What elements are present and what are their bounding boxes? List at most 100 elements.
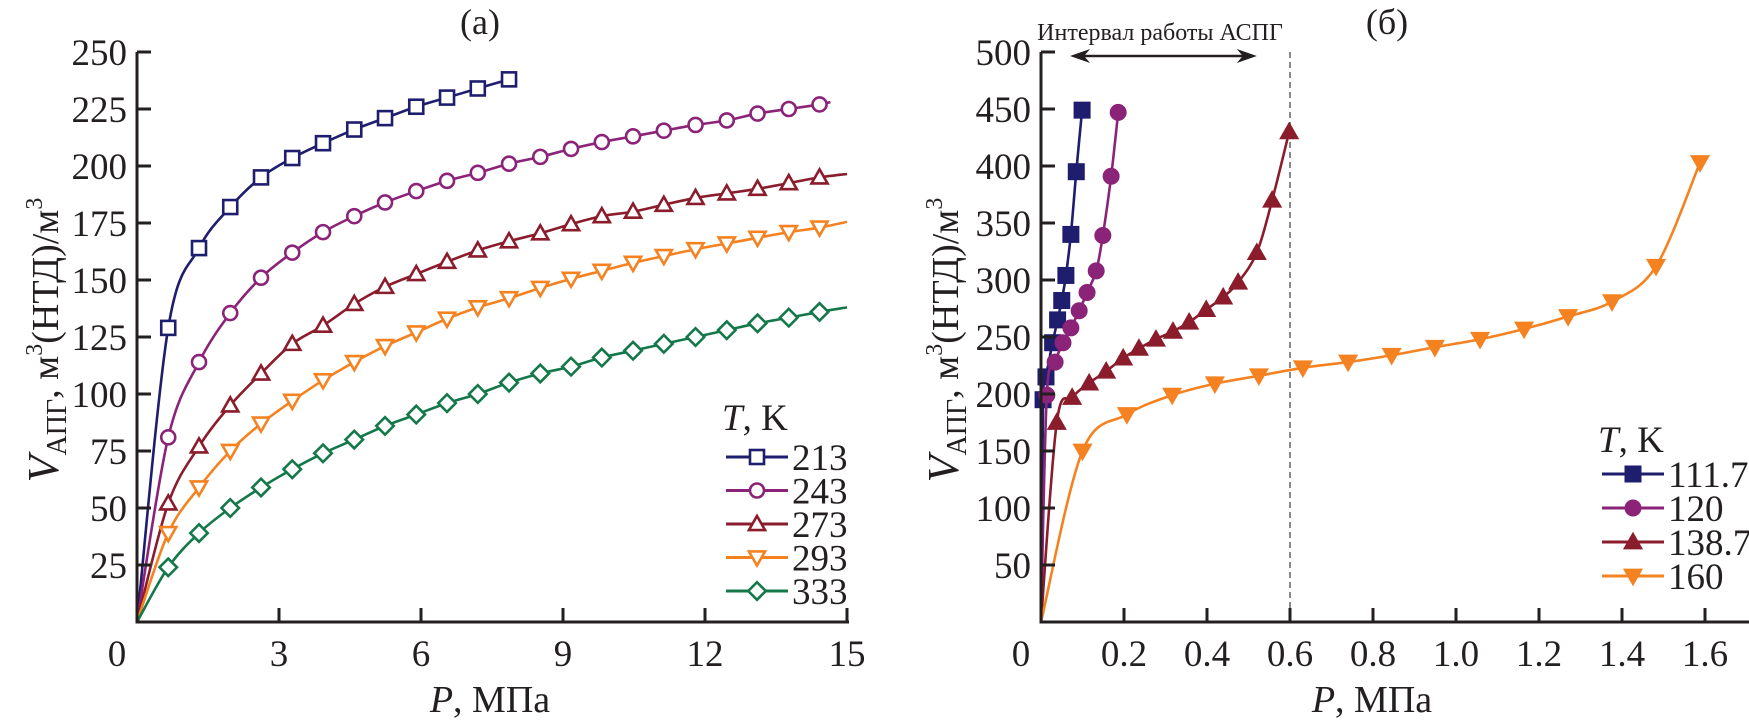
panel-b: (б) Интервал работы АСПГ 50 100 150 200 250 3… <box>919 2 1749 720</box>
panel-b-x-axis-title: P, МПа <box>1311 679 1432 720</box>
panel-a-series-293-point <box>312 372 334 391</box>
panel-a-series-243-point <box>438 172 456 190</box>
panel-a-series-333-point <box>653 333 675 355</box>
panel-a-x-tick-label: 0 <box>108 634 127 675</box>
panel-b-series-160-point <box>1338 354 1359 373</box>
panel-a-series-333-point <box>591 346 613 369</box>
panel-a-series-213-point <box>438 89 456 106</box>
panel-b-title: (б) <box>1366 2 1408 42</box>
panel-b-series-138.7-point <box>1128 338 1150 356</box>
panel-a-series-243-point <box>221 304 239 322</box>
panel-b-x-tick-label: 0.8 <box>1350 634 1396 675</box>
panel-b-series-138.7-point <box>1079 372 1100 391</box>
panel-a-series-333-point <box>778 307 800 329</box>
panel-a-series-213-point <box>469 80 487 97</box>
panel-b-y-tick-label: 400 <box>976 147 1032 188</box>
panel-a-y-sub: АПГ <box>42 399 73 456</box>
panel-b-x-tick-label: 0.6 <box>1267 634 1313 675</box>
panel-b-series-138.7-point <box>1162 321 1184 339</box>
panel-b-series-138.7-point <box>1262 189 1283 208</box>
panel-b-legend-title-unit: , K <box>1619 420 1665 461</box>
panel-a-series-243 <box>135 96 831 623</box>
panel-b-x-tick-label: 0.4 <box>1184 634 1230 675</box>
panel-a-series-333-point <box>312 442 334 464</box>
panel-a-series-243-point <box>345 207 363 225</box>
panel-a-y-tick-label: 125 <box>72 318 128 359</box>
panel-a-series-293-point <box>747 230 768 249</box>
panel-b-legend-marker-120 <box>1624 499 1642 517</box>
panel-b-y-tick-label: 250 <box>976 318 1032 359</box>
panel-a-axes-lines <box>135 52 849 624</box>
panel-a-series-273-point <box>374 276 396 295</box>
panel-b-x-tick-label: 0 <box>1012 634 1031 675</box>
panel-b-legend-item-111.7: 111.7 <box>1602 455 1749 496</box>
panel-b-y-sup1: 3 <box>922 344 948 356</box>
operating-interval-label: Интервал работы АСПГ <box>1037 20 1283 46</box>
panel-a-series-273-point <box>405 263 427 282</box>
panel-a-series-293-point <box>622 255 644 274</box>
panel-b-series-111.7-point <box>1053 292 1071 310</box>
panel-b-legend-title-var: T <box>1598 420 1621 461</box>
panel-b-legend-marker-160 <box>1622 568 1644 587</box>
panel-b-series-160-line <box>1039 162 1702 623</box>
panel-a-series-333-point <box>808 301 831 323</box>
panel-b-legend-item-138.7: 138.7 <box>1602 523 1749 564</box>
panel-a-series-293-point <box>716 236 738 255</box>
panel-a-series-243-point <box>190 353 208 371</box>
panel-a-x-var: P <box>429 679 453 720</box>
panel-b-series-138.7-point <box>1179 311 1200 330</box>
panel-a-series-293-point <box>809 220 830 239</box>
panel-a-y-unit1: , м <box>25 356 67 399</box>
panel-a-series-293-point <box>157 525 179 544</box>
panel-b-series-160-point <box>1204 376 1225 394</box>
panel-a-series-333-point <box>498 372 520 394</box>
panel-b-series-120-point <box>1078 284 1096 302</box>
panel-a-legend-item-213: 213 <box>726 438 848 479</box>
panel-b-legend-marker-138.7 <box>1622 531 1644 550</box>
panel-a-series-213-point <box>500 71 518 88</box>
panel-a-legend-label-243: 243 <box>792 472 848 513</box>
panel-a-series-273-point <box>250 362 272 381</box>
panel-a-series-293-point <box>405 325 427 344</box>
panel-a-y-tick-label: 75 <box>90 432 127 473</box>
panel-a-x-unit: , МПа <box>453 679 550 720</box>
panel-a-series-293-point <box>374 338 396 357</box>
panel-a-series-213-point <box>283 149 301 167</box>
panel-a-series-333-point <box>281 458 303 480</box>
panel-b-axes-lines <box>1039 52 1749 624</box>
panel-b-series-111.7-point <box>1049 311 1067 329</box>
panel-a-series-243-point <box>780 100 798 118</box>
panel-a-series-213-point <box>159 319 177 337</box>
panel-b-series-160-point <box>1513 321 1535 340</box>
panel-b-series-138.7-point <box>1062 387 1083 405</box>
panel-a-y-tick-label: 150 <box>72 261 128 302</box>
panel-a-series-293-point <box>467 300 489 319</box>
panel-a-x-axis-title: P, МПа <box>429 679 550 720</box>
panel-a-series-213-point <box>345 121 363 138</box>
panel-b-y-tick-label: 150 <box>976 432 1032 473</box>
panel-b-y-sup2: 3 <box>922 198 948 210</box>
panel-a-series-273-point <box>498 230 520 249</box>
panel-b-series-138.7-point <box>1096 360 1117 379</box>
panel-b-legend-label-160: 160 <box>1668 557 1724 598</box>
panel-a-legend-item-243: 243 <box>726 472 848 513</box>
panel-b-series-111.7-point <box>1073 101 1091 119</box>
panel-b-series-160-point <box>1557 309 1579 327</box>
panel-a-series-273-point <box>467 239 489 258</box>
panel-a-series-273-point <box>157 492 179 511</box>
panel-b-y-tick-label: 200 <box>976 375 1032 416</box>
panel-a-series-243-point <box>718 112 736 129</box>
panel-b-series-160-point <box>1601 294 1623 312</box>
panel-a-series-333-point <box>529 362 551 385</box>
panel-b-y-tick-label: 500 <box>976 33 1032 74</box>
panel-b-legend-item-160: 160 <box>1602 557 1724 598</box>
panel-a-series-243-line <box>135 100 831 623</box>
panel-a-series-293-point <box>778 224 800 243</box>
panel-a-series-333-point <box>436 392 458 414</box>
panel-a-legend-marker-273 <box>746 513 768 532</box>
panel-b-legend-label-138.7: 138.7 <box>1668 523 1749 564</box>
